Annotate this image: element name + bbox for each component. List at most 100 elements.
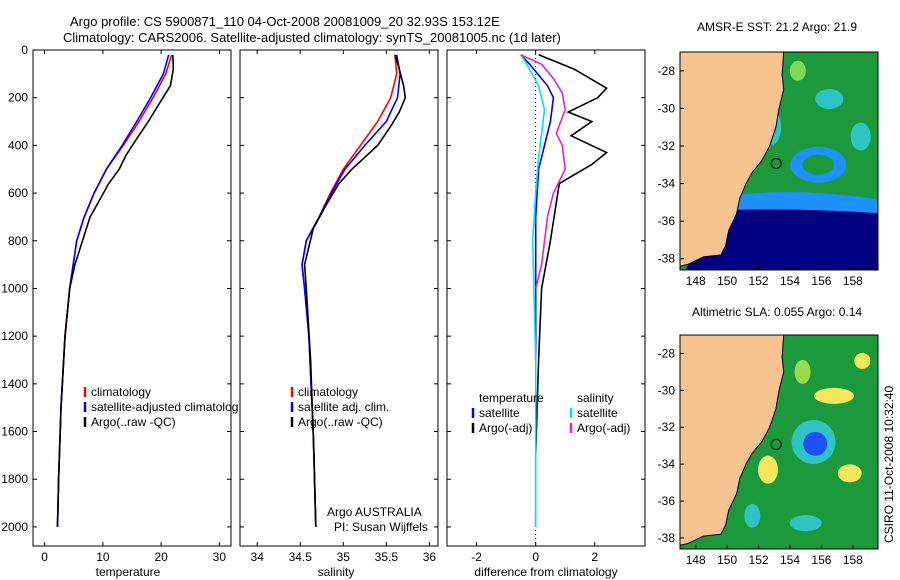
legend-label: climatology [91, 385, 151, 399]
sla-high [837, 464, 862, 483]
temperature-panel: temperature 0 10 20 30 0 200 400 600 800 1000 1200… [1, 43, 238, 579]
sla-high [814, 387, 854, 404]
warm-patch [850, 122, 871, 151]
x-tick-label: 36 [423, 550, 437, 564]
land-mass [680, 335, 784, 549]
sla-low [744, 503, 761, 528]
legend-label: satellite [577, 406, 618, 420]
land-mass [680, 52, 784, 270]
map-y-tick-label: -30 [658, 101, 676, 115]
sla-high [794, 359, 811, 384]
sla-high [854, 352, 871, 369]
sla-low-core [803, 431, 828, 456]
x-tick-label: 35 [337, 550, 351, 564]
x-tick-label: 2 [591, 550, 598, 564]
map-x-tick-label: 158 [843, 553, 863, 567]
sst-map-panel: AMSR-E SST: 21.2 Argo: 21.9 148 150 152 154… [658, 20, 879, 288]
sla-map-title: Altimetric SLA: 0.055 Argo: 0.14 [692, 305, 862, 319]
map-y-tick-label: -36 [658, 214, 676, 228]
y-tick-label: 1800 [1, 472, 28, 486]
map-y-tick-label: -28 [658, 346, 676, 360]
series-line-temperature-argo-adj [534, 54, 609, 527]
salinity-panel: salinity Argo AUSTRALIA PI: Susan Wijffe… [239, 49, 439, 579]
warm-patch [815, 88, 844, 109]
legend-label: satellite adj. clim. [298, 400, 389, 414]
salinity-annotation-1: Argo AUSTRALIA [327, 505, 422, 519]
warm-patch [789, 60, 806, 81]
y-tick-label: 1200 [1, 329, 28, 343]
sst-map-title: AMSR-E SST: 21.2 Argo: 21.9 [697, 20, 857, 34]
map-x-tick-label: 156 [811, 553, 831, 567]
map-y-tick-label: -32 [658, 420, 676, 434]
legend-label: Argo(..raw -QC) [91, 415, 176, 429]
map-x-tick-label: 152 [749, 553, 769, 567]
map-x-tick-label: 148 [686, 274, 706, 288]
y-tick-label: 400 [8, 138, 28, 152]
map-x-tick-label: 158 [843, 274, 863, 288]
map-x-tick-label: 154 [780, 553, 800, 567]
y-tick-label: 1600 [1, 425, 28, 439]
x-tick-label: 34.5 [289, 550, 313, 564]
y-tick-label: 1000 [1, 281, 28, 295]
series-line-salinity-argo-adj [520, 54, 567, 289]
sla-map-panel: Altimetric SLA: 0.055 Argo: 0.14 148 150 1… [658, 305, 879, 567]
map-y-tick-label: -34 [658, 457, 676, 471]
x-tick-label: 35.5 [375, 550, 399, 564]
transition-band [733, 192, 878, 214]
map-y-tick-label: -32 [658, 139, 676, 153]
map-x-tick-label: 150 [717, 553, 737, 567]
map-y-tick-label: -34 [658, 177, 676, 191]
x-tick-label: -2 [471, 550, 482, 564]
temperature-xlabel: temperature [96, 565, 161, 579]
map-x-tick-label: 156 [811, 274, 831, 288]
y-tick-label: 2000 [1, 520, 28, 534]
map-x-tick-label: 150 [717, 274, 737, 288]
map-body [680, 52, 878, 270]
series-line-argo-raw-qc [56, 54, 175, 527]
map-y-tick-label: -30 [658, 383, 676, 397]
y-tick-label: 0 [21, 43, 28, 57]
x-tick-label: 0 [41, 550, 48, 564]
map-x-tick-label: 152 [749, 274, 769, 288]
map-y-tick-label: -36 [658, 494, 676, 508]
legend-label: salinity [577, 391, 614, 405]
coastline [680, 52, 785, 267]
series-line-argo-raw-qc [303, 54, 407, 527]
map-y-tick-label: -38 [658, 252, 676, 266]
salinity-xlabel: salinity [318, 565, 355, 579]
x-tick-label: 10 [96, 550, 110, 564]
map-frame [679, 334, 879, 550]
legend-label: climatology [298, 385, 358, 399]
header-line1: Argo profile: CS 5900871_110 04-Oct-2008… [70, 14, 500, 29]
legend-label: Argo(-adj) [577, 421, 630, 435]
legend-label: temperature [479, 391, 544, 405]
map-frame [679, 51, 879, 271]
sla-low [789, 515, 822, 532]
sla-high [758, 455, 778, 484]
series-line-climatology [56, 54, 173, 527]
profile-location-marker [770, 157, 782, 169]
header-line2: Climatology: CARS2006. Satellite-adjuste… [63, 30, 561, 45]
y-tick-label: 200 [8, 91, 28, 105]
salinity-annotation-2: PI: Susan Wijffels [334, 520, 428, 534]
series-line-temperature-satellite [520, 54, 555, 360]
x-tick-label: 34 [251, 550, 265, 564]
legend-label: satellite [479, 406, 520, 420]
x-tick-label: 0 [532, 550, 539, 564]
eddy-core [802, 154, 835, 175]
map-y-tick-label: -38 [658, 531, 676, 545]
legend-label: Argo(..raw -QC) [298, 415, 383, 429]
difference-axes-frame [446, 49, 646, 547]
y-tick-label: 1400 [1, 377, 28, 391]
map-x-tick-label: 148 [686, 553, 706, 567]
series-line-satellite-adj-clim [301, 54, 401, 527]
y-tick-label: 800 [8, 234, 28, 248]
x-tick-label: 30 [213, 550, 227, 564]
coastline [680, 335, 785, 546]
legend-label: Argo(-adj) [479, 421, 532, 435]
map-body [680, 335, 878, 549]
series-line-salinity-satellite [520, 54, 546, 527]
series-line-satellite-adjusted-climatolog [56, 54, 170, 527]
map-y-tick-label: -28 [658, 64, 676, 78]
